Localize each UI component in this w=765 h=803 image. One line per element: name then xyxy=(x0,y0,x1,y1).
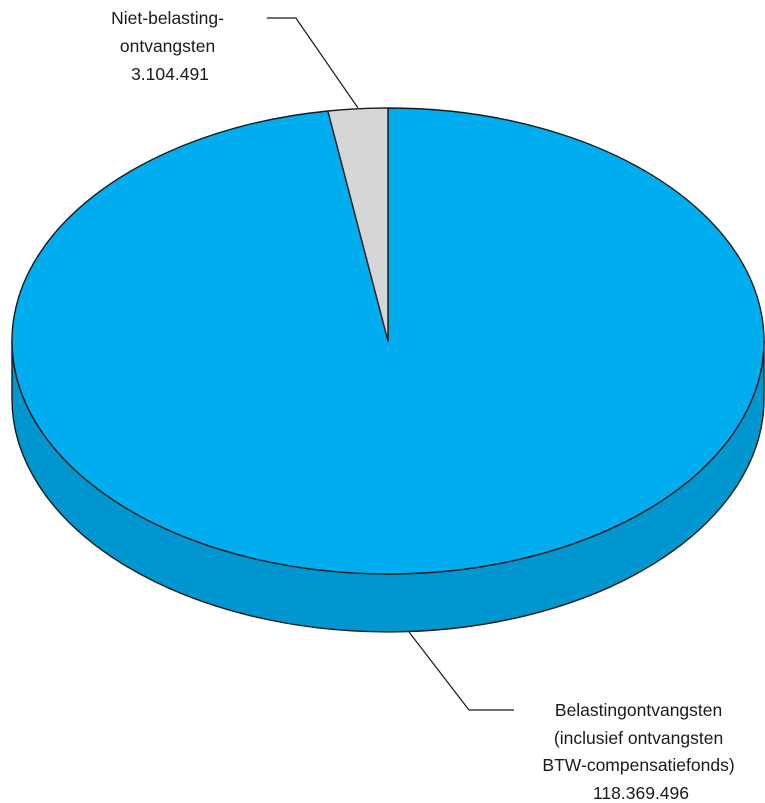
pie-slice-niet-belasting xyxy=(327,107,389,342)
slice-value-niet-belasting: 3.104.491 xyxy=(131,64,209,84)
slice-label-niet-belasting-line1: Niet-belasting- xyxy=(111,8,224,28)
leader-line-niet-belasting xyxy=(266,17,359,109)
leader-line-belasting xyxy=(408,631,514,711)
slice-label-niet-belasting: Niet-belasting- ontvangsten 3.104.491 xyxy=(111,8,229,84)
slice-label-belasting: Belastingontvangsten (inclusief ontvangs… xyxy=(542,700,739,803)
pie-layer xyxy=(11,107,765,633)
slice-label-belasting-line2: (inclusief ontvangsten xyxy=(554,728,723,748)
slice-label-belasting-line3: BTW-compensatiefonds) xyxy=(542,755,734,775)
slice-label-niet-belasting-line2: ontvangsten xyxy=(120,36,215,56)
slice-value-belasting: 118.369.496 xyxy=(593,783,689,803)
leader-lines xyxy=(266,17,514,711)
slice-label-belasting-line1: Belastingontvangsten xyxy=(555,700,722,720)
